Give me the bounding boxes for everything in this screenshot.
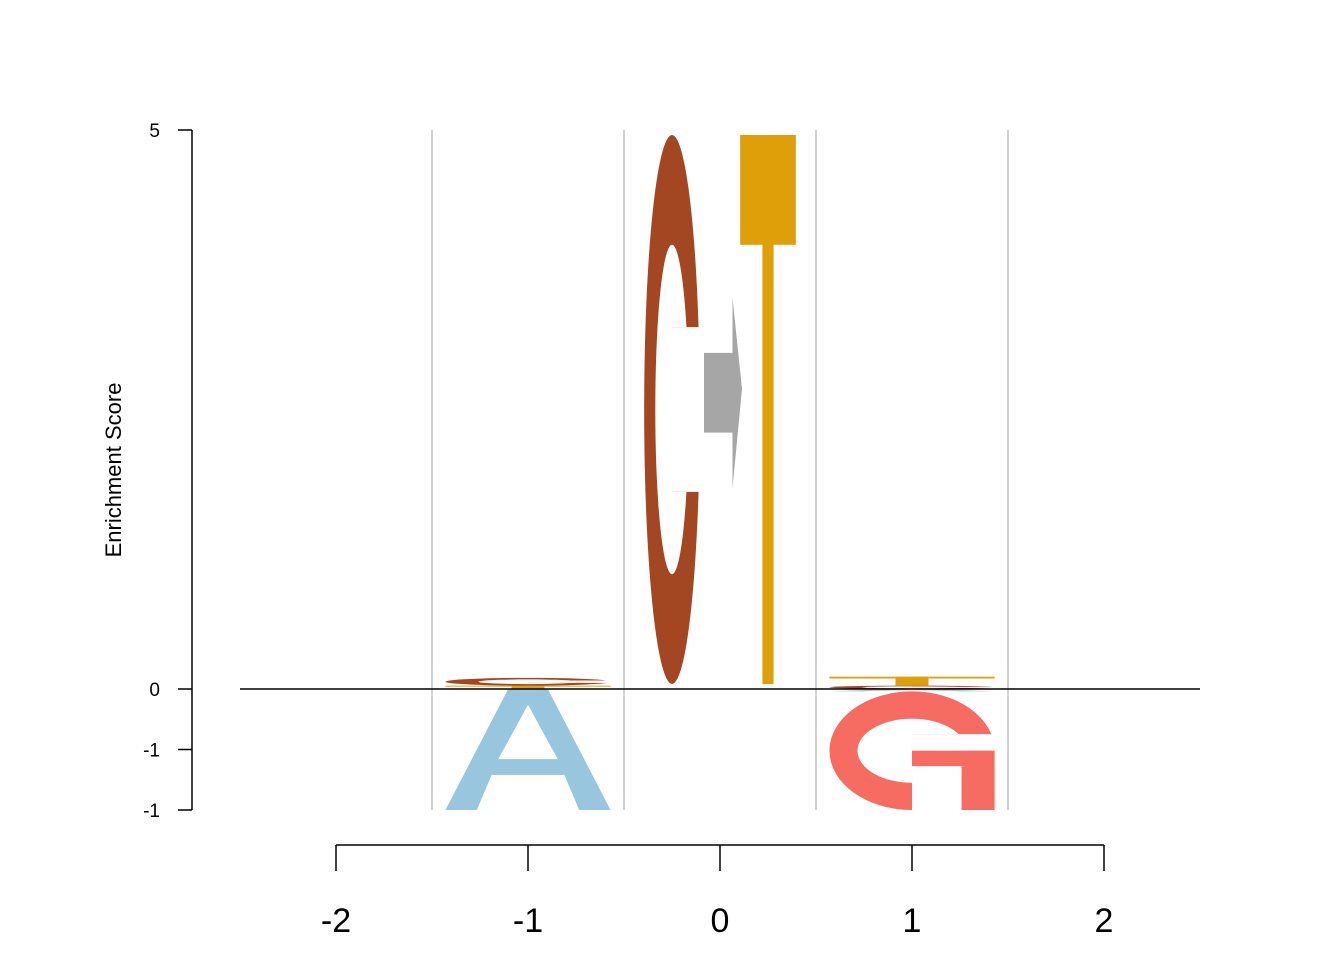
glyph-G	[829, 691, 995, 811]
x-tick-label: -2	[321, 902, 351, 940]
y-tick-label: 0	[149, 680, 160, 701]
x-tick-label: 1	[903, 902, 922, 940]
y-tick-label: 5	[149, 121, 160, 142]
glyph-C	[644, 135, 700, 684]
x-tick-label: 0	[711, 902, 730, 940]
glyph-T	[445, 685, 611, 689]
y-axis: 5 0 -1 -1	[143, 121, 193, 822]
y-axis-title: Enrichment Score	[101, 383, 126, 558]
x-axis: -2 -1 0 1 2	[321, 844, 1114, 940]
glyph-A	[829, 689, 995, 692]
glyph-T	[740, 135, 796, 684]
x-tick-label: -1	[513, 902, 543, 940]
grid-lines	[431, 130, 1009, 810]
glyph-A	[445, 689, 611, 810]
glyph-T	[829, 676, 995, 686]
arrow-glyph	[704, 297, 742, 488]
glyph-C	[445, 677, 611, 686]
y-tick-label: -1	[143, 801, 160, 822]
y-tick-label: -1	[143, 741, 160, 762]
logo-glyphs	[445, 135, 995, 811]
x-tick-label: 2	[1095, 902, 1114, 940]
